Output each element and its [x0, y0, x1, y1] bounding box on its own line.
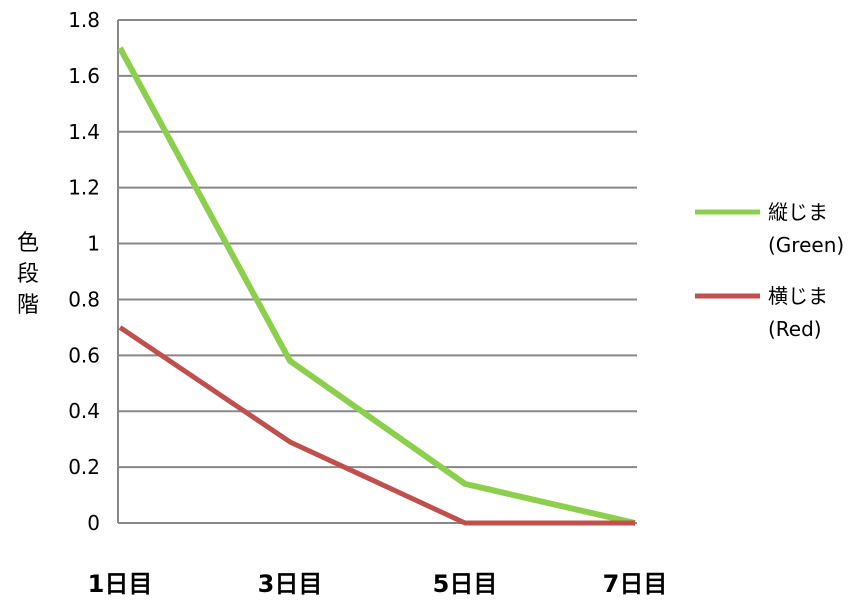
- x-tick-labels: 1日目 3日目 5日目 7日目: [88, 570, 668, 598]
- legend-label-sub: (Green): [768, 233, 844, 257]
- x-tick-label: 5日目: [433, 570, 498, 598]
- y-tick-label: 1.2: [68, 176, 100, 200]
- y-axis-label-char: 段: [17, 262, 39, 287]
- y-tick-label: 0: [87, 511, 100, 535]
- x-tick-label: 1日目: [88, 570, 153, 598]
- y-axis-label: 色段階: [17, 231, 39, 318]
- y-axis-label-char: 階: [17, 293, 39, 318]
- y-tick-label: 0.6: [68, 343, 100, 367]
- y-tick-label: 1.6: [68, 64, 100, 88]
- legend-label: 縦じま: [768, 200, 828, 224]
- y-tick-label: 0.8: [68, 287, 100, 311]
- y-tick-label: 1.4: [68, 120, 100, 144]
- y-tick-label: 0.4: [68, 399, 100, 423]
- legend: 縦じま (Green) 横じま (Red): [695, 200, 844, 341]
- x-tick-label: 3日目: [258, 570, 323, 598]
- series-line-2: [118, 325, 635, 526]
- y-tick-label: 1: [87, 232, 100, 256]
- y-tick-label: 0.2: [68, 455, 100, 479]
- y-tick-label: 1.8: [68, 8, 100, 32]
- series-line-1: [117, 46, 636, 526]
- axes: [117, 20, 637, 524]
- y-tick-labels: 0 0.2 0.4 0.6 0.8 1 1.2 1.4 1.6 1.8: [68, 8, 100, 535]
- series-lines: [117, 46, 636, 526]
- gridlines: [118, 19, 637, 469]
- legend-label-sub: (Red): [768, 317, 822, 341]
- legend-label: 横じま: [768, 284, 828, 308]
- x-tick-label: 7日目: [603, 570, 668, 598]
- y-axis-label-char: 色: [17, 231, 39, 256]
